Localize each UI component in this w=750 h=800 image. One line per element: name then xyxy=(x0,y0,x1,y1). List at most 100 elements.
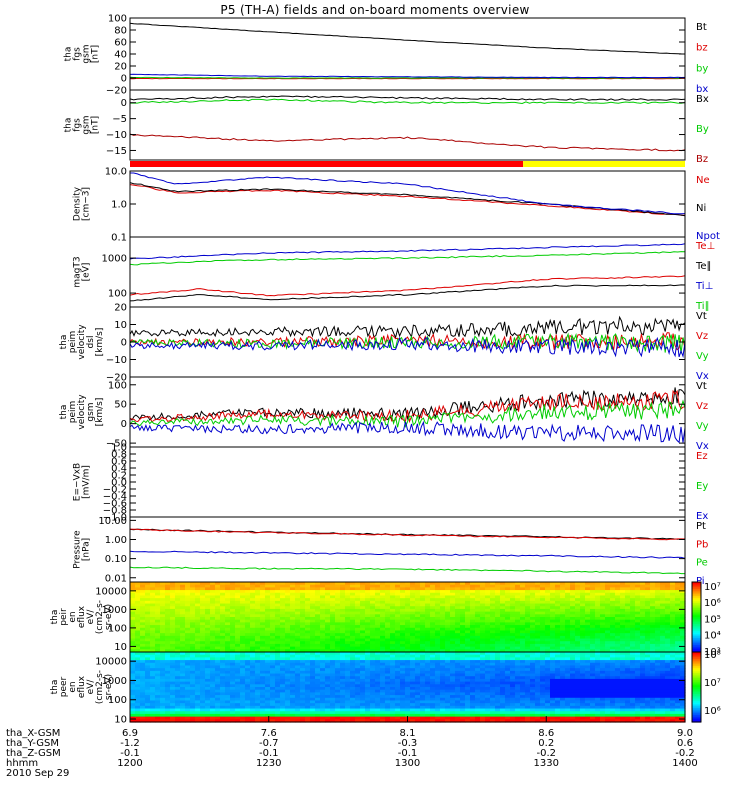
spectrogram-cell xyxy=(495,606,501,610)
spectrogram-cell xyxy=(140,649,146,653)
spectrogram-cell xyxy=(340,684,346,688)
spectrogram-cell xyxy=(180,654,186,658)
spectrogram-cell xyxy=(305,635,311,640)
spectrogram-cell xyxy=(555,600,561,605)
spectrogram-cell xyxy=(295,668,301,672)
spectrogram-cell xyxy=(300,670,306,675)
spectrogram-cell xyxy=(260,622,266,626)
spectrogram-cell xyxy=(285,603,291,607)
spectrogram-cell xyxy=(550,584,556,588)
spectrogram-cell xyxy=(140,608,146,613)
spectrogram-cell xyxy=(310,646,316,650)
spectrogram-cell xyxy=(195,592,201,597)
spectrogram-cell xyxy=(205,643,211,648)
spectrogram-cell xyxy=(605,625,611,629)
spectrogram-cell xyxy=(200,598,206,602)
spectrogram-cell xyxy=(275,716,281,720)
spectrogram-cell xyxy=(680,600,686,605)
spectrogram-cell xyxy=(180,641,186,645)
spectrogram-cell xyxy=(470,711,476,715)
spectrogram-cell xyxy=(565,592,571,597)
spectrogram-cell xyxy=(205,582,211,586)
spectrogram-cell xyxy=(470,598,476,602)
spectrogram-cell xyxy=(370,676,376,680)
spectrogram-cell xyxy=(455,716,461,720)
spectrogram-cell xyxy=(415,678,421,683)
spectrogram-cell xyxy=(315,625,321,629)
spectrogram-cell xyxy=(415,587,421,591)
y-tick-label: 10000 xyxy=(95,586,127,597)
spectrogram-cell xyxy=(300,646,306,650)
spectrogram-cell xyxy=(145,705,151,710)
spectrogram-cell xyxy=(380,716,386,720)
spectrogram-cell xyxy=(380,582,386,586)
spectrogram-cell xyxy=(655,641,661,645)
spectrogram-cell xyxy=(250,678,256,683)
spectrogram-cell xyxy=(285,668,291,672)
spectrogram-cell xyxy=(450,708,456,712)
spectrogram-cell xyxy=(345,649,351,653)
legend-bx: bx xyxy=(696,84,708,95)
spectrogram-cell xyxy=(365,660,371,664)
spectrogram-cell xyxy=(500,614,506,618)
spectrogram-cell xyxy=(650,603,656,607)
spectrogram-cell xyxy=(625,584,631,588)
spectrogram-cell xyxy=(365,600,371,605)
spectrogram-cell xyxy=(230,673,236,677)
spectrogram-cell xyxy=(470,633,476,637)
spectrogram-cell xyxy=(365,713,371,718)
spectrogram-cell xyxy=(345,606,351,610)
spectrogram-cell xyxy=(450,582,456,586)
spectrogram-cell xyxy=(320,627,326,632)
spectrogram-cell xyxy=(450,633,456,637)
spectrogram-cell xyxy=(370,606,376,610)
spectrogram-cell xyxy=(355,611,361,615)
spectrogram-cell xyxy=(180,617,186,621)
spectrogram-cell xyxy=(290,670,296,675)
spectrogram-cell xyxy=(135,643,141,648)
spectrogram-cell xyxy=(680,649,686,653)
spectrogram-cell xyxy=(285,711,291,715)
spectrogram-cell xyxy=(385,643,391,648)
spectrogram-cell xyxy=(680,625,686,629)
spectrogram-cell xyxy=(600,625,606,629)
spectrogram-cell xyxy=(630,600,636,605)
spectrogram-cell xyxy=(165,587,171,591)
spectrogram-cell xyxy=(145,678,151,683)
spectrogram-cell xyxy=(340,670,346,675)
spectrogram-cell xyxy=(560,611,566,615)
spectrogram-cell xyxy=(280,703,286,707)
spectrogram-cell xyxy=(335,657,341,661)
spectrogram-cell xyxy=(315,608,321,613)
spectrogram-cell xyxy=(420,676,426,680)
spectrogram-cell xyxy=(355,673,361,677)
spectrogram-cell xyxy=(550,603,556,607)
spectrogram-cell xyxy=(390,619,396,623)
spectrogram-cell xyxy=(375,646,381,650)
legend-Vx: Vx xyxy=(696,441,709,452)
spectrogram-cell xyxy=(665,635,671,640)
spectrogram-cell xyxy=(135,598,141,602)
spectrogram-cell xyxy=(275,684,281,688)
spectrogram-cell xyxy=(280,668,286,672)
spectrogram-cell xyxy=(500,587,506,591)
spectrogram-cell xyxy=(390,660,396,664)
spectrogram-cell xyxy=(680,587,686,591)
spectrogram-cell xyxy=(460,582,466,586)
spectrogram-cell xyxy=(155,678,161,683)
spectrogram-cell xyxy=(290,641,296,645)
spectrogram-cell xyxy=(175,638,181,642)
spectrogram-cell xyxy=(270,627,276,632)
spectrogram-cell xyxy=(445,684,451,688)
spectrogram-cell xyxy=(295,614,301,618)
spectrogram-cell xyxy=(600,600,606,605)
spectrogram-cell xyxy=(245,619,251,623)
spectrogram-cell xyxy=(240,641,246,645)
spectrogram-cell xyxy=(190,638,196,642)
spectrogram-cell xyxy=(220,590,226,594)
spectrogram-cell xyxy=(530,606,536,610)
spectrogram-cell xyxy=(465,684,471,688)
spectrogram-cell xyxy=(575,592,581,597)
spectrogram-cell xyxy=(645,649,651,653)
